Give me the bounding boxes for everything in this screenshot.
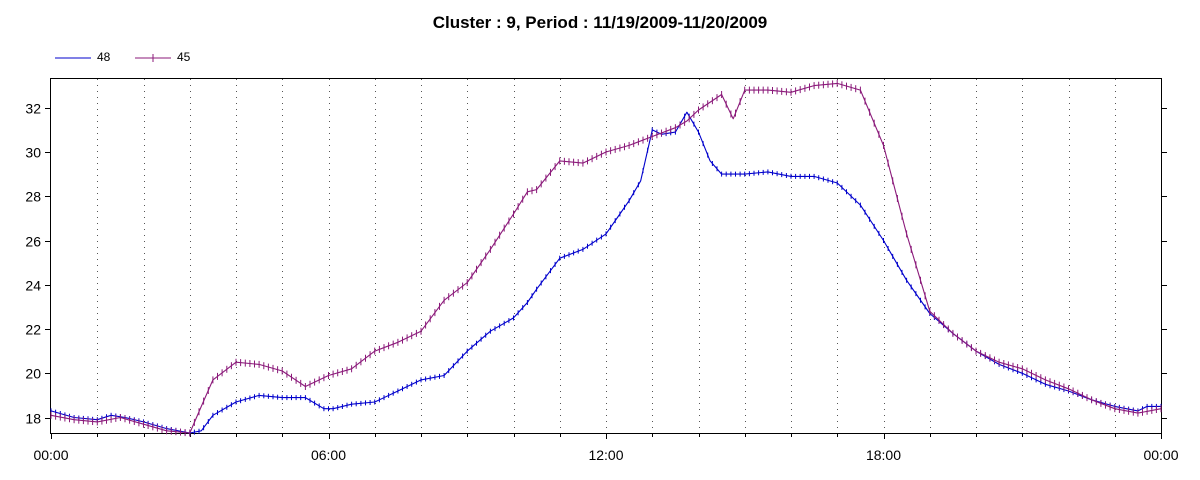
series-line-45	[50, 82, 1162, 434]
axes: 00:00 06:00 12:00 18:00 00:00 18 20 22 24 26 28 30 3…	[25, 101, 1178, 464]
series-lines	[50, 79, 1162, 437]
y-tick-label-18: 18	[25, 411, 41, 427]
x-tick-label-0: 00:00	[33, 447, 68, 463]
y-tick-label-22: 22	[25, 322, 41, 338]
series-markers-48	[50, 113, 1162, 436]
series-markers-45	[50, 79, 1162, 437]
series-line-48	[50, 111, 1161, 434]
x-tick-label-1: 06:00	[311, 447, 346, 463]
legend-swatch-series-1	[55, 57, 91, 59]
y-tick-label-30: 30	[25, 145, 41, 161]
chart-title: Cluster : 9, Period : 11/19/2009-11/20/2…	[432, 13, 768, 32]
y-tick-label-28: 28	[25, 189, 41, 205]
legend-label-series-1: 48	[97, 50, 111, 64]
legend-swatch-series-2	[135, 54, 171, 62]
grid	[97, 79, 1116, 433]
x-tick-label-3: 18:00	[866, 447, 901, 463]
y-tick-label-24: 24	[25, 278, 41, 294]
legend-label-series-2: 45	[177, 50, 191, 64]
y-tick-label-20: 20	[25, 366, 41, 382]
x-tick-label-4: 00:00	[1143, 447, 1178, 463]
plot-area-frame	[50, 78, 1162, 434]
y-tick-label-26: 26	[25, 234, 41, 250]
y-tick-label-32: 32	[25, 101, 41, 117]
x-tick-label-2: 12:00	[588, 447, 623, 463]
